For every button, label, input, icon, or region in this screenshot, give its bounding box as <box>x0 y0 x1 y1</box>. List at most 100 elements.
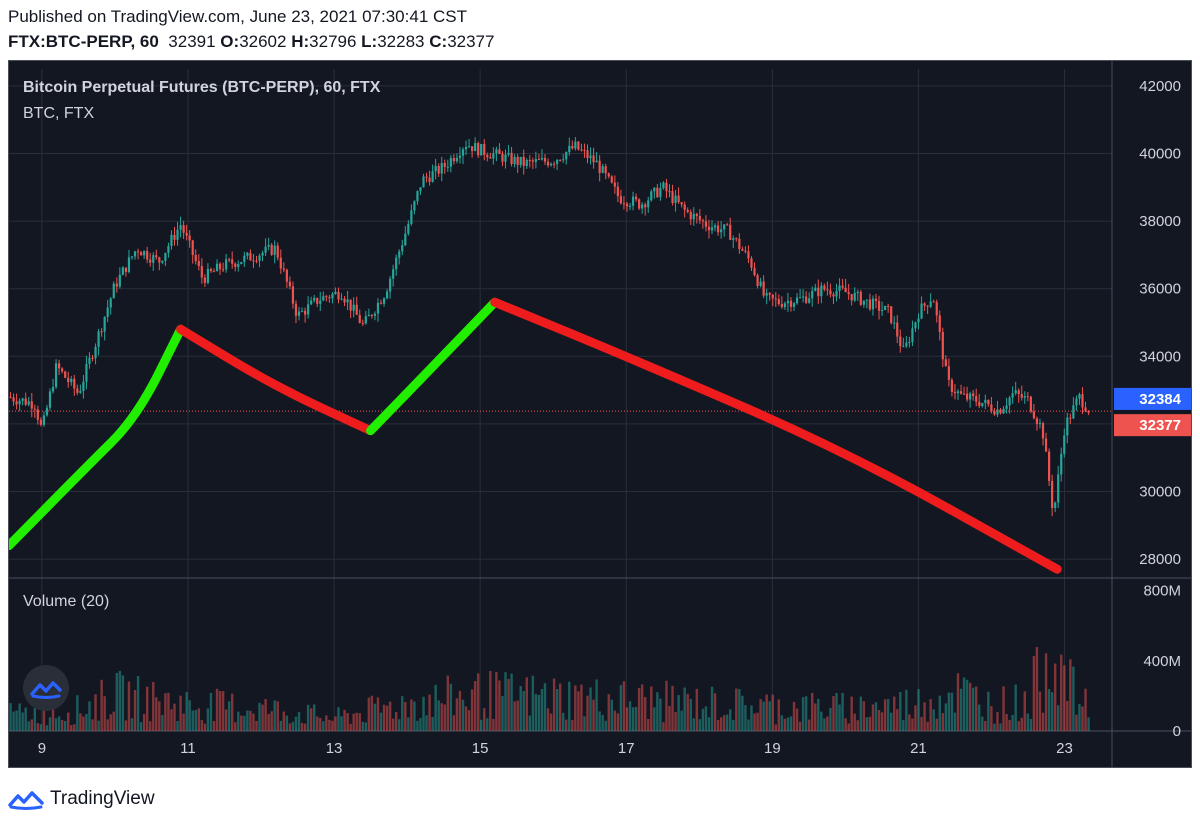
candle-body <box>118 274 121 287</box>
volume-bar <box>552 678 556 731</box>
price-chart[interactable]: 2800030000320003400036000380004000042000… <box>9 61 1191 767</box>
candle-body <box>18 400 21 405</box>
volume-bar <box>592 699 595 731</box>
candle-body <box>631 196 635 206</box>
volume-bar <box>1069 659 1072 731</box>
volume-bar <box>231 693 234 731</box>
candle-body <box>1075 398 1078 406</box>
candle-body <box>853 292 856 301</box>
candle-body <box>996 409 999 415</box>
candle-body <box>1078 394 1081 399</box>
candle-body <box>516 156 519 165</box>
volume-bar <box>804 696 808 731</box>
volume-bar <box>492 719 495 731</box>
volume-bar <box>297 711 301 731</box>
volume-bar <box>234 722 237 731</box>
footer-brand: TradingView <box>50 788 155 809</box>
volume-bar <box>868 716 872 731</box>
volume-bar <box>1032 656 1036 731</box>
volume-bar <box>249 710 252 731</box>
volume-bar <box>525 677 528 731</box>
volume-bar <box>215 688 219 731</box>
volume-bar <box>355 712 358 731</box>
volume-bar <box>334 716 337 731</box>
candle-body <box>322 296 325 301</box>
volume-bar <box>832 696 835 731</box>
volume-bar <box>97 720 100 731</box>
candle-body <box>704 221 708 227</box>
volume-bar <box>993 723 996 731</box>
candle-body <box>458 155 462 158</box>
candle-body <box>902 346 905 348</box>
candle-body <box>70 378 73 383</box>
chart-header: Published on TradingView.com, June 23, 2… <box>8 6 494 53</box>
volume-bar <box>382 704 386 731</box>
tradingview-logo-icon[interactable] <box>23 665 69 711</box>
candle-body <box>668 191 671 193</box>
candle-body <box>552 163 556 165</box>
volume-bar <box>513 701 516 731</box>
volume-bar <box>328 719 331 731</box>
volume-bar <box>1038 691 1042 731</box>
volume-bar <box>571 719 574 731</box>
green-trend-annotation <box>9 324 186 551</box>
time-tick-label: 17 <box>618 740 635 757</box>
candle-body <box>297 311 301 316</box>
volume-bar <box>145 686 149 731</box>
volume-bar <box>811 692 814 731</box>
candle-body <box>12 397 15 402</box>
candle-body <box>121 267 124 275</box>
volume-bar <box>45 725 49 731</box>
price-badge-label: 32377 <box>1139 417 1181 434</box>
volume-bar <box>1041 712 1045 731</box>
volume-bar <box>683 687 686 731</box>
ohlc-line: FTX:BTC-PERP, 60 32391 O:32602 H:32796 L… <box>8 31 494 53</box>
volume-bar <box>801 697 805 731</box>
candle-body <box>695 213 698 216</box>
chart-area[interactable]: 2800030000320003400036000380004000042000… <box>8 60 1192 768</box>
volume-bar <box>562 712 565 731</box>
candle-body <box>146 251 149 260</box>
volume-bar <box>270 711 273 731</box>
candle-body <box>598 160 601 173</box>
candle-body <box>1008 397 1011 406</box>
volume-bar <box>30 719 33 731</box>
candle-body <box>477 143 480 156</box>
volume-bar <box>996 712 999 731</box>
candle-body <box>908 341 911 343</box>
candle-body <box>698 215 701 221</box>
candle-body <box>48 391 52 408</box>
candle-body <box>422 176 425 188</box>
candle-body <box>792 303 796 307</box>
volume-bar <box>252 713 255 731</box>
volume-bar <box>124 720 128 731</box>
candle-body <box>410 210 413 224</box>
candle-body <box>51 386 55 392</box>
candle-body <box>628 205 632 207</box>
volume-bar <box>94 694 97 731</box>
volume-bar <box>619 685 623 731</box>
candle-body <box>975 396 978 402</box>
volume-bar <box>316 716 319 731</box>
candle-body <box>802 296 805 298</box>
candle-body <box>176 229 179 240</box>
candle-body <box>543 157 547 162</box>
volume-bar <box>176 721 179 731</box>
volume-bar <box>36 723 40 731</box>
candle-body <box>905 342 908 347</box>
candle-body <box>595 160 598 163</box>
candle-body <box>1023 396 1026 398</box>
volume-bar <box>911 718 914 731</box>
volume-bar <box>601 714 604 731</box>
volume-bar <box>495 671 498 731</box>
candle-body <box>167 246 170 253</box>
volume-bar <box>212 721 216 731</box>
volume-bar <box>88 701 91 731</box>
volume-bar <box>783 718 787 731</box>
volume-bar <box>149 721 152 731</box>
candle-body <box>965 393 969 400</box>
candle-body <box>811 290 814 299</box>
volume-bar <box>209 692 213 731</box>
candle-body <box>39 419 42 425</box>
volume-bar <box>452 715 456 731</box>
